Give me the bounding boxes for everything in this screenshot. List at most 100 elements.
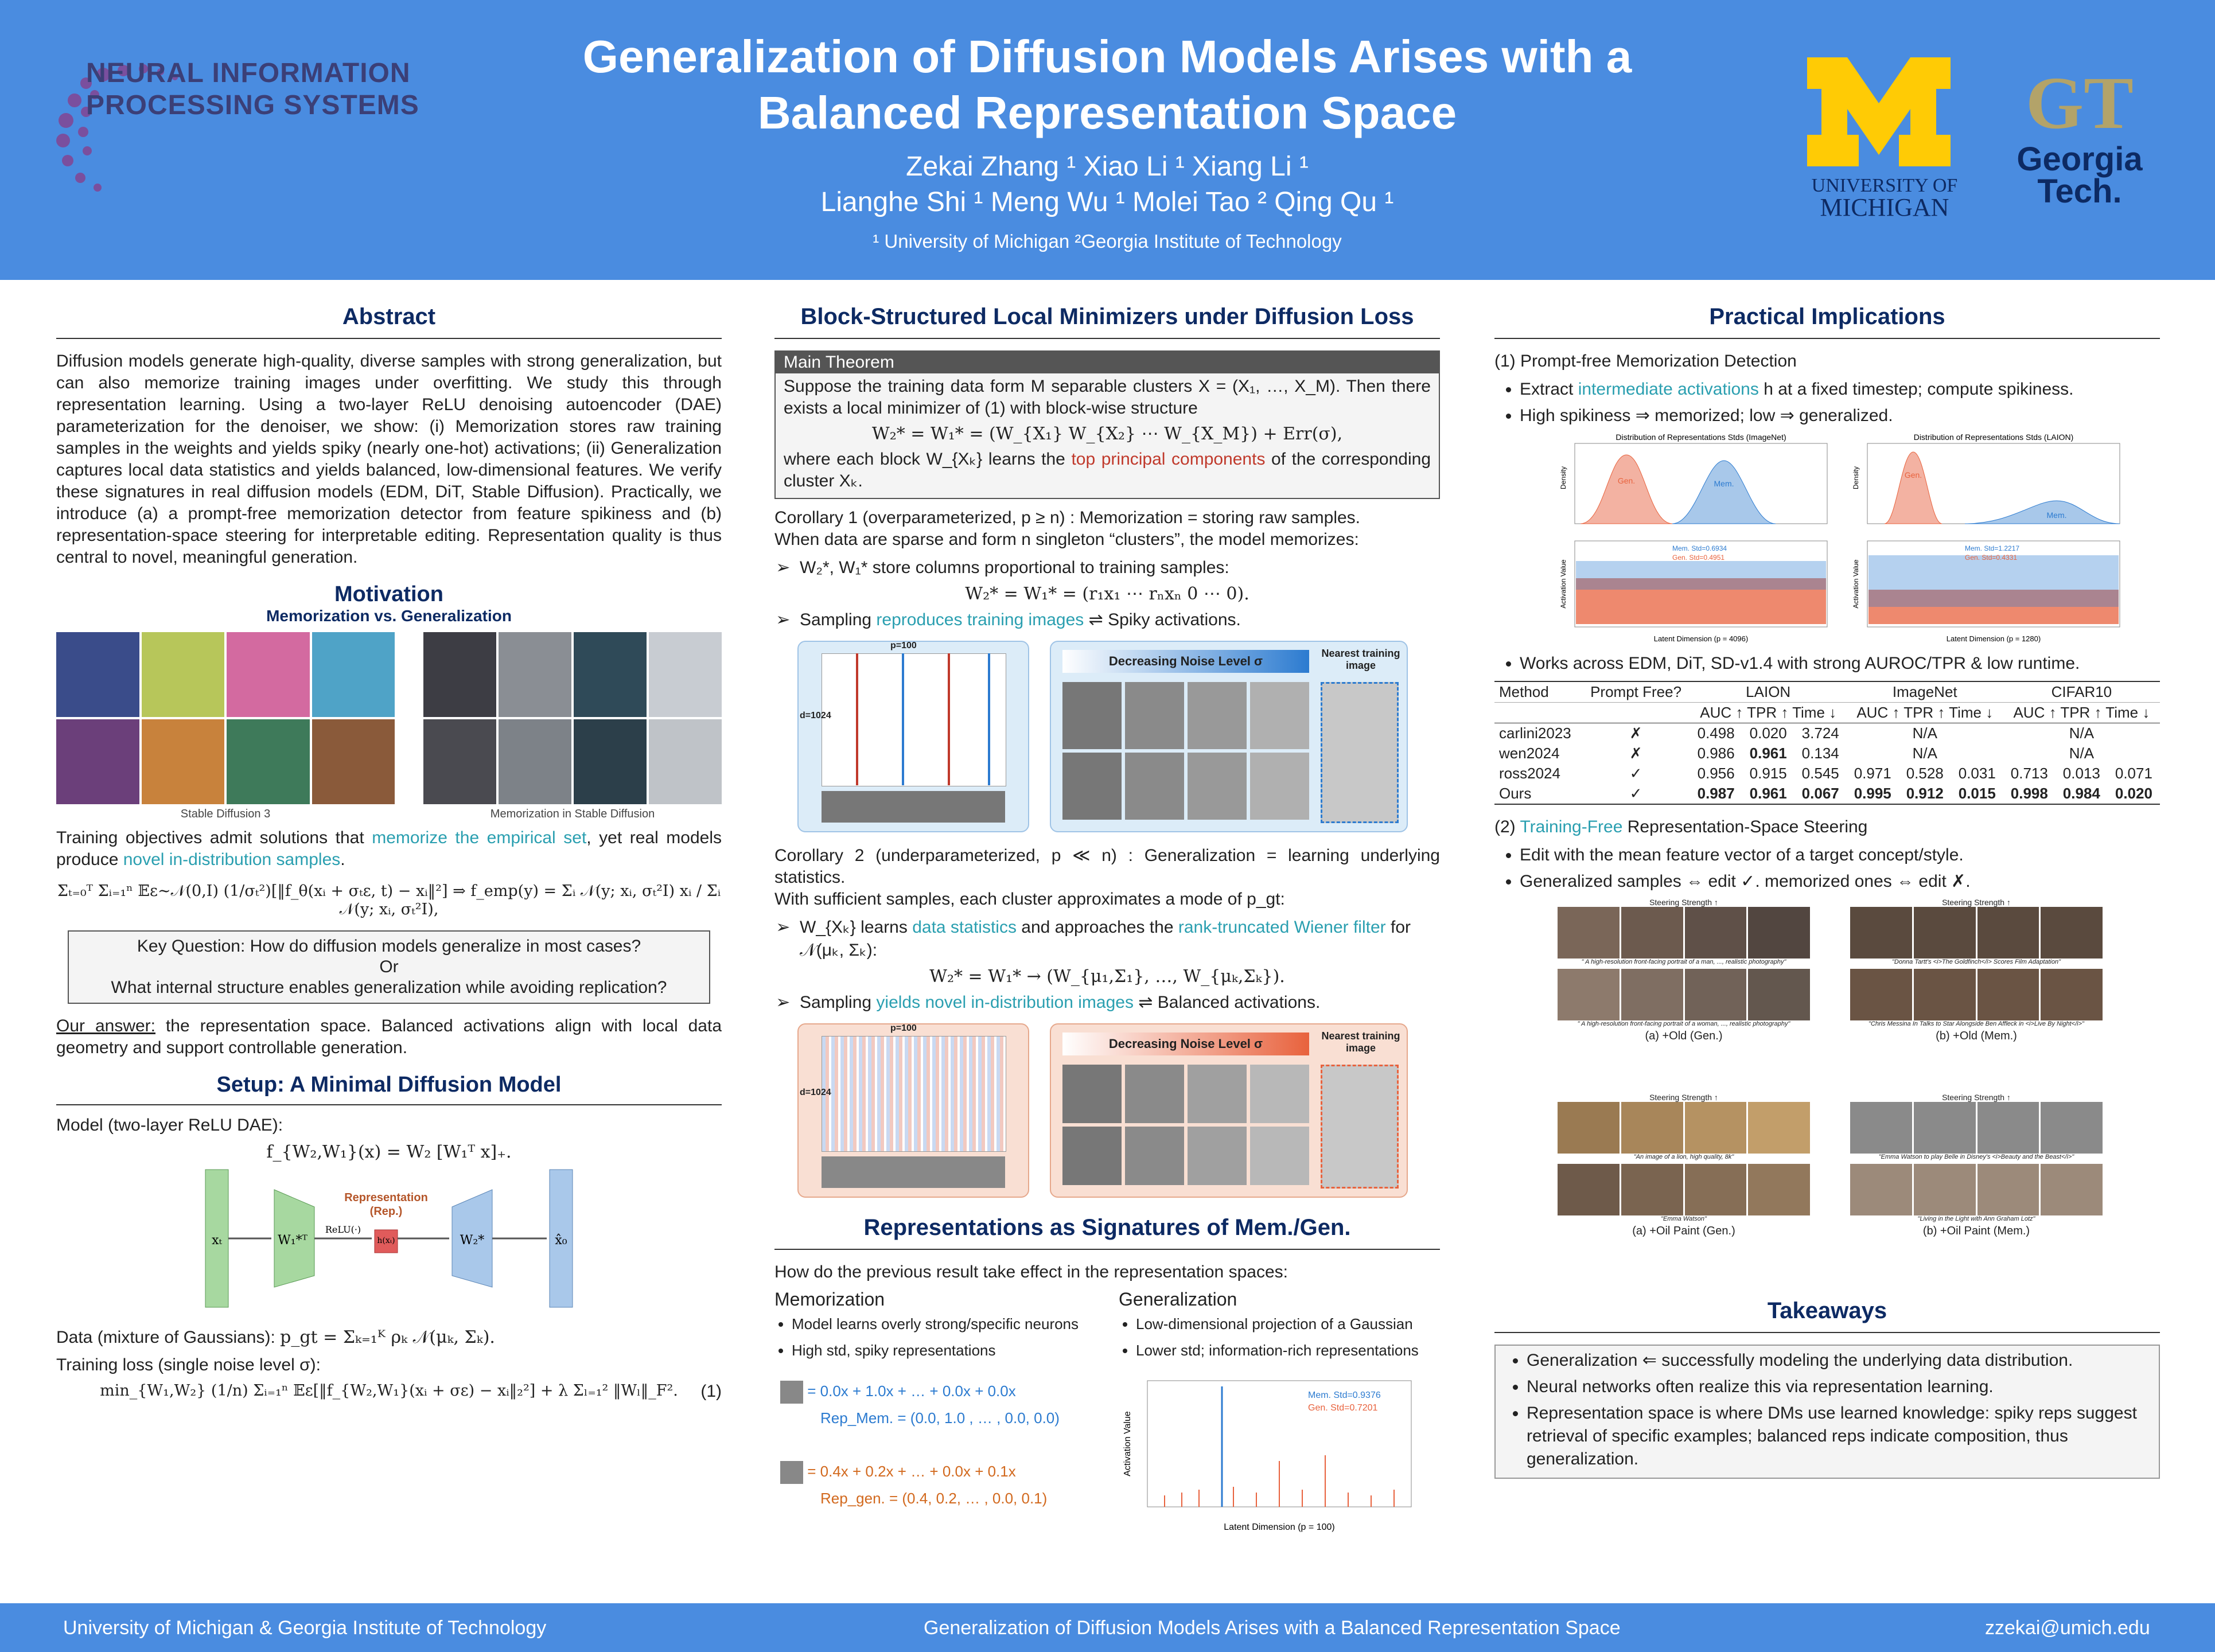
memorization-figure: p=100 d=1024 Decreasing Noise Level σ Ne… — [774, 641, 1440, 836]
table-row: wen2024 ✗ 0.986 0.961 0.134 N/A N/A — [1499, 745, 2095, 762]
georgia-tech-logo: GT Georgia Tech. — [2017, 62, 2143, 210]
p2-bullets: Edit with the mean feature vector of a t… — [1494, 844, 2160, 893]
umich-logo: UNIVERSITY OF MICHIGAN — [1807, 57, 1962, 220]
corollary-2-bullet-2: Sampling yields novel in-distribution im… — [774, 991, 1440, 1014]
author-list: Zekai Zhang ¹ Xiao Li ¹ Xiang Li ¹ Liang… — [820, 151, 1394, 217]
signature-activation-chart: Mem. Std=0.9376 Gen. Std=0.7201 Latent D… — [1123, 1380, 1412, 1532]
corollary-1-bullet-2: Sampling reproduces training images ⇌ Sp… — [774, 609, 1440, 632]
setup-title: Setup: A Minimal Diffusion Model — [56, 1073, 722, 1105]
svg-text:W₁*ᵀ: W₁*ᵀ — [278, 1233, 307, 1248]
model-label: Model (two-layer ReLU DAE): — [56, 1116, 283, 1135]
our-answer: Our answer: the representation space. Ba… — [56, 1016, 722, 1057]
svg-text:Density: Density — [1559, 466, 1567, 489]
detection-results-table: Method Prompt Free? LAION ImageNet CIFAR… — [1494, 681, 2160, 805]
svg-text:W₂*: W₂* — [460, 1233, 484, 1248]
corollary-1-title: Corollary 1 (overparameterized, p ≥ n) :… — [774, 508, 1361, 527]
svg-text:Gen.: Gen. — [1618, 476, 1635, 485]
main-theorem-box: Main Theorem Suppose the training data f… — [774, 350, 1440, 499]
model-equation: f_{W₂,W₁}(x) = W₂ [W₁ᵀ x]₊. — [266, 1142, 512, 1162]
svg-text:Representation: Representation — [344, 1191, 428, 1204]
steer-old-mem: Steering Strength ↑ "Donna Tartt's <i>Th… — [1850, 898, 2103, 1043]
data-model: Data (mixture of Gaussians): p_gt = Σₖ₌₁… — [56, 1327, 495, 1347]
left-column: Abstract Diffusion models generate high-… — [56, 304, 722, 1404]
laion-activation-plot: Mem. Std=1.2217 Gen. Std=0.4331 Latent D… — [1852, 540, 2120, 643]
affiliations: ¹ University of Michigan ²Georgia Instit… — [873, 231, 1342, 252]
denoising-panel-gen: Decreasing Noise Level σ Nearest trainin… — [1050, 1023, 1408, 1198]
loss-label: Training loss (single noise level σ): — [56, 1355, 321, 1374]
footer-center: Generalization of Diffusion Models Arise… — [924, 1617, 1621, 1639]
p1-bullet-3: Works across EDM, DiT, SD-v1.4 with stro… — [1494, 652, 2160, 675]
svg-text:Latent Dimension (p = 1280): Latent Dimension (p = 1280) — [1947, 634, 2041, 643]
steer-oil-mem: Steering Strength ↑ "Emma Watson to play… — [1850, 1093, 2103, 1238]
footer-left: University of Michigan & Georgia Institu… — [63, 1617, 547, 1639]
svg-text:Distribution of Representation: Distribution of Representations Stds (LA… — [1914, 433, 2074, 442]
corollary-1-text: When data are sparse and form n singleto… — [774, 530, 1359, 549]
svg-text:xₜ: xₜ — [212, 1233, 222, 1248]
empirical-optimum-equation: Σₜ₌₀ᵀ Σᵢ₌₁ⁿ 𝔼ε∼𝒩(0,I) (1/σₜ²)[‖f_θ(xᵢ + … — [57, 882, 721, 918]
generalization-figure: p=100 d=1024 Decreasing Noise Level σ Ne… — [774, 1023, 1440, 1201]
poster-title: Generalization of Diffusion Models Arise… — [582, 31, 1632, 138]
corollary-2-text: With sufficient samples, each cluster ap… — [774, 890, 1285, 909]
svg-text:Gen. Std=0.4331: Gen. Std=0.4331 — [1965, 554, 2017, 562]
svg-text:(Rep.): (Rep.) — [370, 1205, 403, 1218]
motivation-subtitle: Memorization vs. Generalization — [266, 607, 512, 625]
gen-rep: Rep_gen. = (0.4, 0.2, … , 0.0, 0.1) — [820, 1490, 1048, 1507]
mem-formula: = 0.0x + 1.0x + … + 0.0x + 0.0x — [780, 1381, 1016, 1404]
imagenet-activation-plot: Mem. Std=0.6934 Gen. Std=0.4951 Latent D… — [1559, 540, 1828, 643]
neurips-logo-text: NEURAL INFORMATION PROCESSING SYSTEMS — [86, 58, 419, 120]
motivation-text: Training objectives admit solutions that… — [56, 828, 722, 869]
svg-text:Gen.: Gen. — [1905, 470, 1922, 480]
table-row: Ours ✓ 0.987 0.961 0.067 0.995 0.912 0.015 0.… — [1499, 785, 2152, 802]
signatures-intro: How do the previous result take effect i… — [774, 1263, 1288, 1281]
std-distribution-figures: Distribution of Representations Stds (Im… — [1494, 432, 2160, 650]
svg-text:Mem.: Mem. — [2047, 511, 2067, 520]
abstract-title: Abstract — [56, 304, 722, 339]
memorization-grid-image — [423, 632, 722, 804]
dae-architecture-diagram: xₜ W₁*ᵀ h(xₜ) W₂* x̂₀ Representation (Re… — [205, 1169, 573, 1308]
svg-text:h(xₜ): h(xₜ) — [377, 1236, 395, 1245]
loss-equation: min_{W₁,W₂} (1/n) Σᵢ₌₁ⁿ 𝔼ε[‖f_{W₂,W₁}(xᵢ… — [100, 1382, 722, 1401]
steering-figures: Steering Strength ↑ " A high-resolution … — [1494, 898, 2160, 1293]
signatures-title: Representations as Signatures of Mem./Ge… — [774, 1215, 1440, 1250]
right-column: Practical Implications (1) Prompt-free M… — [1494, 304, 2160, 1479]
abstract-text: Diffusion models generate high-quality, … — [56, 352, 722, 567]
svg-text:Activation Value: Activation Value — [1852, 559, 1860, 608]
svg-text:Density: Density — [1852, 466, 1860, 489]
imagenet-std-histogram: Distribution of Representations Stds (Im… — [1559, 433, 1828, 524]
footer-email[interactable]: zzekai@umich.edu — [1985, 1617, 2150, 1639]
corollary-1-bullets: W₂*, W₁* store columns proportional to t… — [774, 556, 1440, 579]
svg-text:Mem. Std=1.2217: Mem. Std=1.2217 — [1965, 544, 2019, 552]
steer-old-gen: Steering Strength ↑ " A high-resolution … — [1558, 898, 1810, 1043]
poster-footer: University of Michigan & Georgia Institu… — [0, 1603, 2215, 1652]
key-question-box: Key Question: How do diffusion models ge… — [68, 930, 710, 1004]
p1-title: (1) Prompt-free Memorization Detection — [1494, 352, 1797, 371]
denoising-panel-mem: Decreasing Noise Level σ Nearest trainin… — [1050, 641, 1408, 832]
svg-text:Mem. Std=0.6934: Mem. Std=0.6934 — [1672, 544, 1727, 552]
neurips-logo — [56, 64, 178, 192]
takeaways-title: Takeaways — [1494, 1298, 2160, 1333]
weights-panel-mem: p=100 d=1024 — [797, 641, 1029, 832]
block-structure-title: Block-Structured Local Minimizers under … — [774, 304, 1440, 339]
steer-oil-gen: Steering Strength ↑ "An image of a lion,… — [1558, 1093, 1810, 1238]
svg-text:Activation Value: Activation Value — [1123, 1411, 1132, 1476]
signatures-lists: Memorization Model learns overly strong/… — [774, 1289, 1440, 1375]
svg-text:Gen. Std=0.4951: Gen. Std=0.4951 — [1672, 554, 1724, 562]
svg-text:Mem. Std=0.9376: Mem. Std=0.9376 — [1308, 1390, 1381, 1400]
laion-std-histogram: Distribution of Representations Stds (LA… — [1852, 433, 2120, 524]
mem-rep: Rep_Mem. = (0.0, 1.0 , … , 0.0, 0.0) — [820, 1409, 1060, 1427]
corollary-2-title: Corollary 2 (underparameterized, p ≪ n) … — [774, 846, 1440, 887]
middle-column: Block-Structured Local Minimizers under … — [774, 304, 1440, 1536]
corollary-2-bullets: W_{Xₖ} learns data statistics and approa… — [774, 916, 1440, 962]
svg-text:Mem.: Mem. — [1714, 479, 1734, 488]
svg-text:Gen. Std=0.7201: Gen. Std=0.7201 — [1308, 1403, 1378, 1413]
poster-header: NEURAL INFORMATION PROCESSING SYSTEMS Ge… — [0, 0, 2215, 280]
svg-text:Activation Value: Activation Value — [1559, 559, 1567, 608]
sd3-collage-image — [56, 632, 395, 804]
p1-bullets: Extract intermediate activations h at a … — [1494, 378, 2160, 427]
representation-formulas: = 0.0x + 1.0x + … + 0.0x + 0.0x Rep_Mem.… — [774, 1375, 1440, 1536]
memorization-list: Model learns overly strong/specific neur… — [774, 1312, 1107, 1362]
motivation-figures: Stable Diffusion 3 Memorization in Stabl… — [56, 632, 722, 827]
caption-sd3: Stable Diffusion 3 — [180, 808, 271, 820]
svg-text:ReLU(·): ReLU(·) — [325, 1224, 361, 1235]
table-row: carlini2023 ✗ 0.498 0.020 3.724 N/A N/A — [1499, 724, 2095, 742]
